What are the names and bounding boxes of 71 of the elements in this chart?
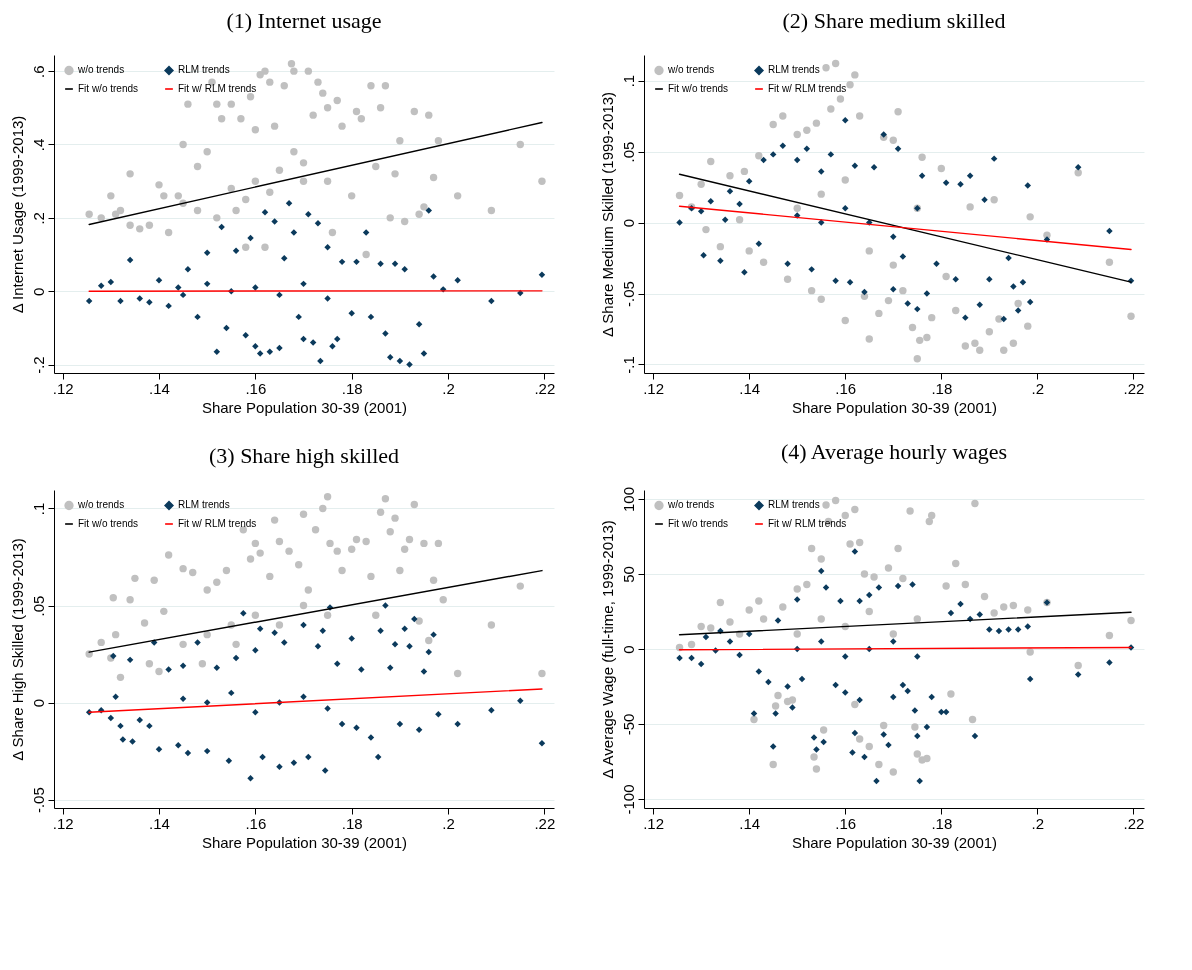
x-axis-title: Share Population 30-39 (2001) [791,398,998,416]
legend-label: w/o trends [667,499,715,511]
y-tick-label: -.05 [619,281,637,307]
legend-label: w/o trends [667,64,715,76]
legend-label: w/o trends [77,64,125,76]
x-tick-label: .22 [1123,379,1145,397]
y-tick-label: 0 [619,218,637,228]
legend-label: RLM trends [178,64,230,76]
x-tick-label: .14 [739,379,761,397]
x-tick-label: .16 [835,814,857,832]
y-axis-title: Δ Internet Usage (1999-2013) [8,115,26,314]
chart-title: (4) Average hourly wages [780,439,1008,465]
y-tick-label: .05 [619,141,637,163]
y-tick-label: .4 [29,138,47,152]
x-tick-label: .12 [643,379,665,397]
x-tick-label: .2 [442,814,455,832]
chart-title: (3) Share high skilled [208,443,400,468]
y-tick-label: 50 [619,566,637,583]
legend-label: w/o trends [77,499,125,511]
x-axis-title: Share Population 30-39 (2001) [201,833,408,851]
y-tick-label: 0 [619,645,637,654]
x-tick-label: .14 [739,814,761,832]
y-tick-label: .6 [29,65,47,78]
x-tick-label: .22 [1123,814,1145,832]
x-tick-label: .2 [1031,814,1045,832]
y-tick-label: .1 [619,74,637,88]
legend-label: Fit w/o trends [78,518,139,529]
x-tick-label: .18 [341,379,363,397]
x-tick-label: .16 [835,379,857,397]
y-tick-label: 100 [619,486,637,513]
legend-label: Fit w/o trends [668,518,729,529]
legend-label: Fit w/ RLM trends [178,518,257,529]
x-tick-label: .12 [643,814,665,832]
legend-label: RLM trends [768,64,820,76]
x-axis-title: Share Population 30-39 (2001) [201,398,408,416]
y-tick-label: .1 [29,502,47,516]
y-tick-label: 0 [29,287,47,296]
x-tick-label: .18 [931,379,953,397]
x-tick-label: .16 [245,814,267,832]
y-tick-label: .2 [29,212,47,225]
x-tick-label: .2 [442,379,455,397]
y-tick-label: -100 [619,784,637,815]
legend-label: Fit w/ RLM trends [178,83,257,94]
y-tick-label: -50 [619,713,637,736]
y-tick-label: -.2 [29,356,47,374]
y-tick-label: .05 [29,595,47,617]
x-tick-label: .18 [341,814,363,832]
legend-label: Fit w/ RLM trends [768,518,847,529]
legend-label: Fit w/o trends [668,83,729,94]
x-tick-label: .14 [149,379,170,397]
legend-label: RLM trends [768,499,820,511]
x-tick-label: .18 [931,814,953,832]
y-tick-label: -.05 [29,787,47,814]
x-tick-label: .22 [534,379,556,397]
y-tick-label: -.1 [619,356,637,374]
x-axis-title: Share Population 30-39 (2001) [791,833,998,851]
x-tick-label: .12 [52,814,74,832]
y-axis-title: Δ Average Wage (full-time, 1999-2013) [598,520,616,779]
y-axis-title: Δ Share Medium Skilled (1999-2013) [598,91,616,338]
y-tick-label: 0 [29,698,47,708]
x-tick-label: .22 [534,814,556,832]
chart-title: (1) Internet usage [226,8,382,33]
x-tick-label: .16 [245,379,267,397]
legend-label: RLM trends [178,499,230,511]
x-tick-label: .12 [52,379,74,397]
x-tick-label: .2 [1031,379,1045,397]
x-tick-label: .14 [149,814,170,832]
chart-title: (2) Share medium skilled [782,8,1006,33]
y-axis-title: Δ Share High Skilled (1999-2013) [8,538,26,761]
legend-label: Fit w/ RLM trends [768,83,847,94]
legend-label: Fit w/o trends [78,83,139,94]
